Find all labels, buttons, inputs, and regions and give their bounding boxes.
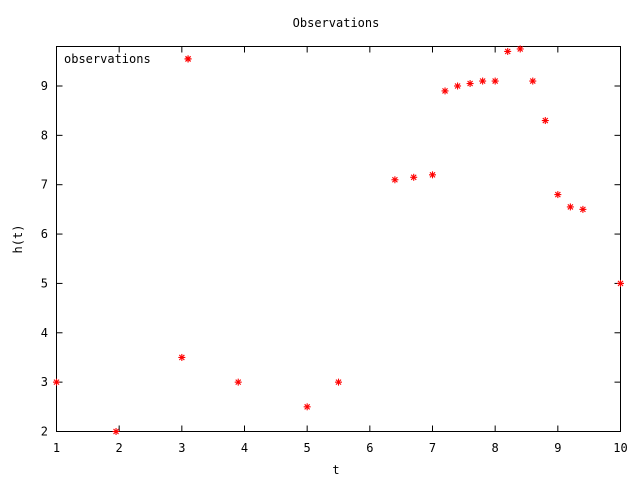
y-tick-label: 3 (41, 375, 48, 389)
data-point (491, 77, 499, 85)
x-axis: 1 2 3 4 5 6 7 8 9 10 (53, 46, 628, 455)
y-axis-label: h(t) (11, 225, 25, 254)
data-point (529, 77, 537, 85)
data-point (410, 173, 418, 181)
data-points (53, 45, 624, 435)
data-point (554, 191, 562, 199)
x-tick-label: 5 (304, 441, 311, 455)
y-tick-label: 9 (41, 79, 48, 93)
data-point (479, 77, 487, 85)
y-tick-label: 4 (41, 326, 48, 340)
y-tick-label: 6 (41, 227, 48, 241)
y-axis: 2 3 4 5 6 7 8 9 (41, 79, 621, 439)
y-tick-label: 2 (41, 425, 48, 439)
plot-frame (56, 46, 621, 432)
data-point (504, 47, 512, 55)
data-point (234, 378, 242, 386)
y-tick-label: 7 (41, 178, 48, 192)
data-point (178, 353, 186, 361)
data-point (303, 403, 311, 411)
data-point (466, 80, 474, 88)
data-point (184, 55, 192, 63)
data-point (516, 45, 524, 53)
x-tick-label: 6 (366, 441, 373, 455)
x-tick-label: 8 (492, 441, 499, 455)
data-point (579, 205, 587, 213)
x-tick-label: 2 (116, 441, 123, 455)
y-tick-label: 8 (41, 128, 48, 142)
legend: observations (64, 52, 192, 66)
x-tick-label: 10 (613, 441, 627, 455)
x-tick-label: 3 (178, 441, 185, 455)
data-point (541, 117, 549, 125)
data-point (441, 87, 449, 95)
x-axis-label: t (332, 463, 339, 477)
data-point (112, 428, 120, 435)
data-point (617, 279, 624, 287)
data-point (335, 378, 342, 386)
data-point (566, 203, 574, 211)
x-tick-label: 9 (554, 441, 561, 455)
x-tick-label: 4 (241, 441, 248, 455)
y-tick-label: 5 (41, 276, 48, 290)
chart-title: Observations (293, 16, 380, 30)
data-point (454, 82, 462, 90)
x-tick-label: 7 (429, 441, 436, 455)
x-tick-label: 1 (53, 441, 60, 455)
data-point (429, 171, 436, 179)
data-point (391, 176, 399, 184)
legend-label: observations (64, 52, 151, 66)
data-point (53, 378, 60, 386)
